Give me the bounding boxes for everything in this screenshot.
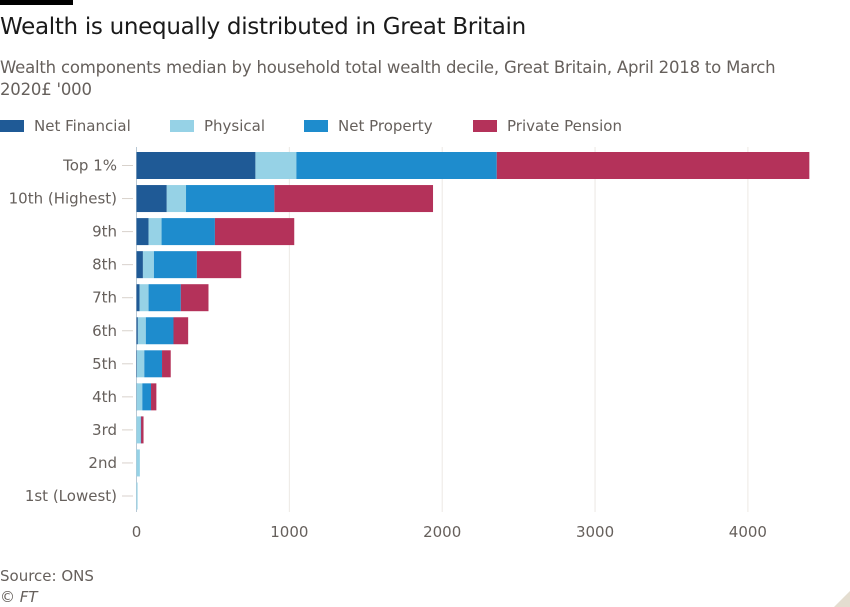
bar-segment-net-financial <box>136 350 138 378</box>
x-tick-label: 1000 <box>270 523 308 541</box>
bar-segment-net-property <box>145 317 174 345</box>
y-category-label: 9th <box>92 223 117 241</box>
legend-label: Physical <box>204 117 266 135</box>
bar-segment-physical <box>148 218 162 246</box>
legend-label: Net Financial <box>34 117 131 135</box>
bar-segment-net-property <box>144 350 163 378</box>
legend-swatch-net-property <box>304 120 328 132</box>
y-category-label: 3rd <box>92 421 117 439</box>
brand-bar <box>0 0 73 5</box>
copyright-note: © FT <box>0 588 38 606</box>
bar-segment-net-financial <box>136 152 256 179</box>
bar-segment-private-pension <box>214 218 295 246</box>
bars <box>136 152 810 510</box>
bar-segment-physical <box>136 383 143 411</box>
bar-segment-private-pension <box>173 317 189 345</box>
source-note: Source: ONS <box>0 567 94 585</box>
legend-label: Private Pension <box>507 117 622 135</box>
bar-segment-physical <box>166 185 187 213</box>
y-category-label: 6th <box>92 322 117 340</box>
bar-segment-private-pension <box>196 251 242 279</box>
bar-segment-physical <box>136 350 145 378</box>
bar-segment-net-financial <box>136 317 138 345</box>
bar-segment-private-pension <box>141 416 144 444</box>
page-corner-decoration <box>834 591 850 607</box>
bar-segment-net-financial <box>136 251 143 279</box>
legend-item-private-pension: Private Pension <box>473 117 622 135</box>
x-tick-label: 0 <box>132 523 142 541</box>
bar-segment-net-financial <box>136 218 149 246</box>
legend-swatch-physical <box>170 120 194 132</box>
y-category-label: 1st (Lowest) <box>25 487 117 505</box>
legend-swatch-private-pension <box>473 120 497 132</box>
bar-segment-net-property <box>296 152 497 179</box>
bar-segment-net-property <box>161 218 215 246</box>
y-category-label: 8th <box>92 256 117 274</box>
bar-segment-physical <box>136 482 138 510</box>
bar-segment-physical <box>139 284 149 312</box>
bar-segment-net-property <box>153 251 197 279</box>
bar-segment-private-pension <box>162 350 171 378</box>
y-category-label: 4th <box>92 388 117 406</box>
bar-segment-private-pension <box>274 185 434 213</box>
bar-segment-net-financial <box>136 284 140 312</box>
y-category-label: 2nd <box>88 454 117 472</box>
legend-label: Net Property <box>338 117 433 135</box>
chart-title: Wealth is unequally distributed in Great… <box>0 14 526 40</box>
x-tick-label: 2000 <box>423 523 461 541</box>
x-axis: 0 1000 2000 3000 4000 <box>132 523 767 541</box>
y-category-label: 5th <box>92 355 117 373</box>
bar-segment-physical <box>136 416 141 444</box>
y-axis: Top 1% 10th (Highest) 9th 8th 7th 6th 5th 4th 3r… <box>9 157 133 505</box>
bar-segment-private-pension <box>496 152 810 179</box>
y-category-label: 10th (Highest) <box>9 190 117 208</box>
legend-item-net-financial: Net Financial <box>0 117 131 135</box>
bar-segment-net-financial <box>136 185 167 213</box>
bar-segment-private-pension <box>151 383 157 411</box>
chart-subtitle: Wealth components median by household to… <box>0 58 776 99</box>
y-category-label: Top 1% <box>62 157 117 175</box>
bar-segment-net-property <box>186 185 275 213</box>
y-category-label: 7th <box>92 289 117 307</box>
bar-segment-net-property <box>148 284 181 312</box>
legend-item-net-property: Net Property <box>304 117 433 135</box>
bar-segment-net-property <box>142 383 152 411</box>
bar-segment-private-pension <box>180 284 209 312</box>
stacked-bar-chart: Top 1% 10th (Highest) 9th 8th 7th 6th 5th 4th 3r… <box>9 147 810 541</box>
bar-segment-physical <box>137 317 146 345</box>
x-tick-label: 3000 <box>576 523 614 541</box>
bar-segment-physical <box>142 251 154 279</box>
legend-swatch-net-financial <box>0 120 24 132</box>
x-tick-label: 4000 <box>729 523 767 541</box>
bar-segment-physical <box>255 152 297 179</box>
legend-item-physical: Physical <box>170 117 265 135</box>
bar-segment-physical <box>136 449 140 477</box>
